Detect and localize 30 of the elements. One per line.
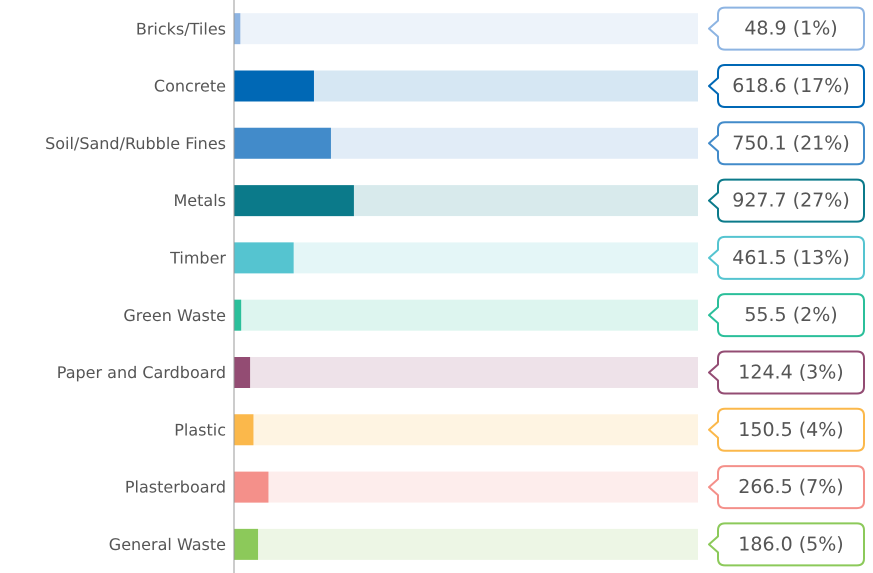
data-label: 186.0 (5%)	[738, 533, 844, 556]
bar	[234, 70, 314, 102]
y-tick-label: Green Waste	[123, 306, 226, 325]
y-tick-label: Bricks/Tiles	[136, 19, 226, 38]
data-label: 618.6 (17%)	[732, 74, 850, 97]
bar	[234, 185, 354, 216]
y-tick-label: Plasterboard	[124, 478, 226, 497]
bar	[234, 242, 294, 274]
bar	[234, 528, 258, 560]
y-tick-label: General Waste	[108, 535, 226, 554]
data-label: 48.9 (1%)	[744, 18, 838, 40]
y-tick-label: Paper and Cardboard	[56, 363, 226, 382]
bar	[234, 472, 268, 503]
bar	[234, 128, 331, 159]
data-label: 266.5 (7%)	[738, 476, 844, 498]
y-tick-label: Concrete	[154, 76, 226, 96]
bar	[234, 13, 240, 44]
data-label: 927.7 (27%)	[732, 190, 850, 212]
data-label: 750.1 (21%)	[732, 132, 850, 154]
y-tick-label: Soil/Sand/Rubble Fines	[45, 134, 226, 153]
data-label: 150.5 (4%)	[738, 418, 844, 441]
data-label: 461.5 (13%)	[732, 246, 850, 269]
y-tick-label: Plastic	[174, 420, 226, 440]
bar	[234, 356, 250, 388]
bar	[234, 414, 254, 446]
data-label: 55.5 (2%)	[744, 304, 838, 326]
y-tick-label: Timber	[169, 248, 226, 268]
data-label: 124.4 (3%)	[738, 361, 844, 384]
y-tick-label: Metals	[173, 191, 226, 210]
bar	[234, 300, 242, 331]
